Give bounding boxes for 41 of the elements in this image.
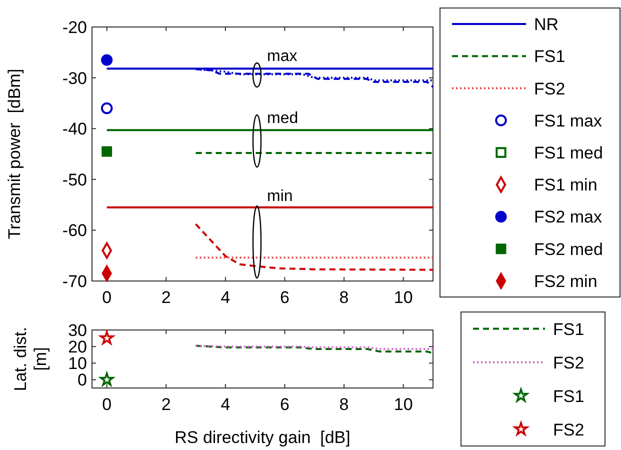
x-tick-label: 10 xyxy=(394,288,413,307)
legend-label: FS2 xyxy=(534,79,566,98)
x-tick-label: 6 xyxy=(280,288,290,307)
y-tick-label: -70 xyxy=(62,272,87,291)
y-tick-label: 0 xyxy=(78,370,87,390)
y-tick-label: -60 xyxy=(62,221,87,240)
x-tick-label: 10 xyxy=(394,395,413,414)
y-tick-label: -20 xyxy=(62,18,87,37)
annotation: max xyxy=(267,48,298,65)
x-tick-label: 0 xyxy=(102,395,112,414)
x-tick-label: 8 xyxy=(339,288,349,307)
x-tick-label: 2 xyxy=(161,395,171,414)
annotation: med xyxy=(267,110,298,127)
x-tick-label: 8 xyxy=(339,395,349,414)
y-tick-label: -50 xyxy=(62,170,87,190)
legend-label: FS2 xyxy=(553,353,584,372)
y-axis-title: Lat. dist. [m] xyxy=(11,326,50,392)
legend-label: FS1 med xyxy=(534,144,603,162)
legend-label: FS2 xyxy=(553,420,584,440)
legend-label: FS2 max xyxy=(534,208,603,227)
legend-label: FS1 xyxy=(553,386,584,406)
x-tick-label: 0 xyxy=(102,288,112,307)
x-tick-label: 4 xyxy=(220,395,230,414)
legend-label: FS1 xyxy=(534,47,566,66)
y-tick-label: 10 xyxy=(68,354,87,374)
x-tick-label: 2 xyxy=(161,288,171,307)
x-axis-title: RS directivity gain [dB] xyxy=(174,428,350,447)
x-tick-label: 6 xyxy=(280,395,290,414)
legend-label: FS2 min xyxy=(534,272,598,291)
y-tick-label: 30 xyxy=(68,321,87,340)
legend-label: FS2 med xyxy=(534,240,603,259)
legend-label: FS1 min xyxy=(534,176,598,195)
y-tick-label: -40 xyxy=(62,120,87,139)
y-tick-label: 20 xyxy=(68,338,87,357)
x-tick-label: 4 xyxy=(220,288,230,307)
annotation: min xyxy=(267,188,293,205)
legend-label: FS1 max xyxy=(534,111,603,130)
y-axis-title: Transmit power [dBm] xyxy=(5,68,24,240)
legend-label: NR xyxy=(534,15,559,34)
legend-label: FS1 xyxy=(553,320,584,339)
y-tick-label: -30 xyxy=(62,68,87,88)
